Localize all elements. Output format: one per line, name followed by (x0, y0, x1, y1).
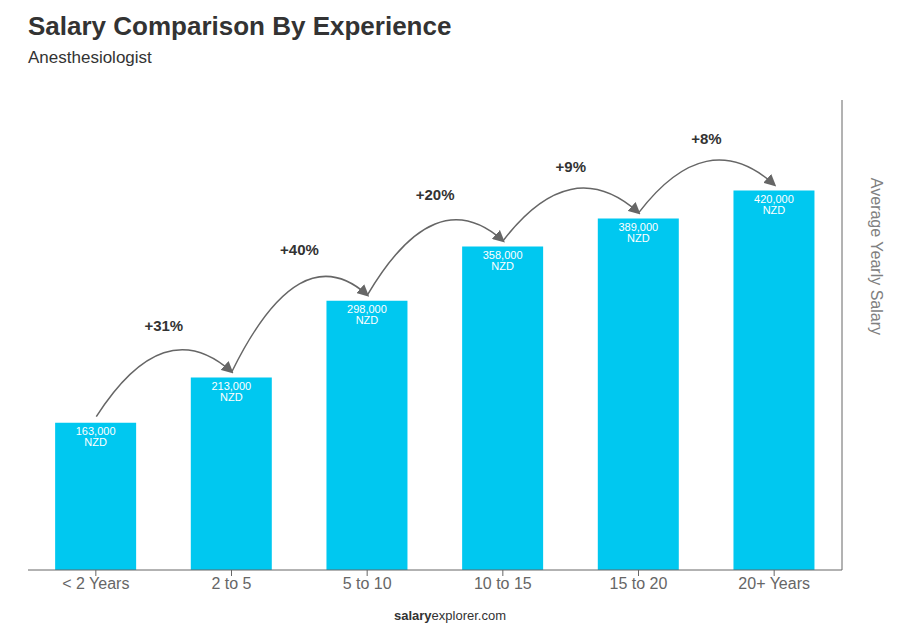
svg-text:20+ Years: 20+ Years (738, 575, 810, 592)
svg-text:+20%: +20% (416, 186, 455, 203)
svg-text:420,000NZD: 420,000NZD (754, 193, 794, 216)
svg-text:Average Yearly Salary: Average Yearly Salary (868, 178, 885, 335)
svg-text:5 to 10: 5 to 10 (343, 575, 392, 592)
svg-text:+31%: +31% (144, 317, 183, 334)
html-text:Salary Comparison By Experienc: Salary Comparison By Experience (28, 11, 452, 41)
svg-text:389,000NZD: 389,000NZD (618, 221, 658, 244)
svg-text:< 2 Years: < 2 Years (62, 575, 129, 592)
svg-text:+8%: +8% (691, 130, 721, 147)
svg-text:10 to 15: 10 to 15 (474, 575, 532, 592)
svg-text:15 to 20: 15 to 20 (610, 575, 668, 592)
svg-text:298,000NZD: 298,000NZD (347, 303, 387, 326)
svg-text:+9%: +9% (556, 158, 586, 175)
html-text:Anesthesiologist: Anesthesiologist (28, 48, 152, 67)
svg-text:163,000NZD: 163,000NZD (76, 425, 116, 448)
svg-text:2 to 5: 2 to 5 (211, 575, 251, 592)
svg-text:358,000NZD: 358,000NZD (483, 249, 523, 272)
svg-text:213,000NZD: 213,000NZD (211, 380, 251, 403)
svg-text:+40%: +40% (280, 241, 319, 258)
html-text:salary explorer.com: salary explorer.com (394, 608, 506, 623)
